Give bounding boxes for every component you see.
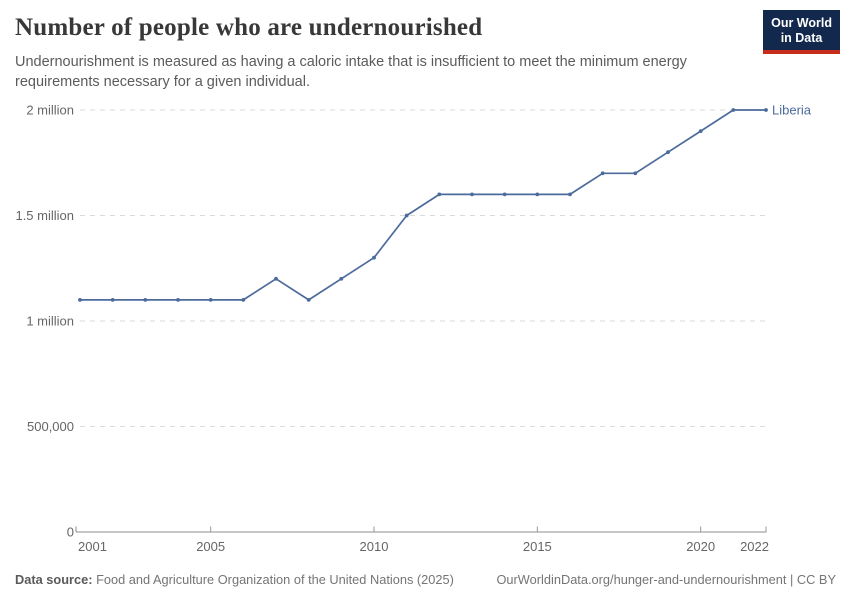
- x-axis-label: 2022: [740, 539, 769, 554]
- data-point[interactable]: [698, 129, 703, 134]
- series-label-liberia[interactable]: Liberia: [772, 103, 812, 118]
- owid-logo-line1: Our World: [771, 16, 832, 30]
- axis-layer: 0 500,000 1 million 1.5 million 2 million 200…: [15, 103, 769, 555]
- data-point[interactable]: [731, 108, 736, 112]
- data-point[interactable]: [208, 298, 213, 302]
- data-point[interactable]: [274, 276, 278, 281]
- series-layer: Liberia: [78, 103, 812, 302]
- grid-layer: [80, 109, 766, 427]
- x-axis-label: 2020: [686, 539, 715, 554]
- data-point[interactable]: [404, 213, 409, 218]
- data-point[interactable]: [535, 192, 540, 197]
- data-point[interactable]: [372, 255, 376, 260]
- data-point[interactable]: [600, 171, 605, 176]
- data-point[interactable]: [306, 298, 311, 302]
- data-source-text: Food and Agriculture Organization of the…: [92, 572, 454, 587]
- data-point[interactable]: [666, 150, 670, 155]
- data-point[interactable]: [143, 298, 148, 302]
- data-point[interactable]: [176, 298, 180, 302]
- y-axis-label: 0: [67, 525, 74, 540]
- x-axis-label: 2005: [196, 539, 225, 554]
- data-source-note: Data source: Food and Agriculture Organi…: [15, 572, 454, 587]
- x-axis-label: 2015: [523, 539, 552, 554]
- y-axis-label: 1 million: [26, 314, 74, 329]
- y-axis-label: 500,000: [27, 419, 74, 434]
- data-source-label: Data source:: [15, 572, 93, 587]
- y-axis-label: 1.5 million: [15, 208, 74, 223]
- data-line-liberia[interactable]: [79, 109, 767, 301]
- data-point[interactable]: [110, 298, 115, 302]
- y-axis-label: 2 million: [26, 103, 74, 118]
- x-axis-label: 2010: [360, 539, 389, 554]
- owid-logo-line2: in Data: [780, 31, 823, 45]
- chart-subtitle: Undernourishment is measured as having a…: [15, 54, 687, 90]
- data-point[interactable]: [502, 192, 507, 197]
- data-point[interactable]: [241, 298, 246, 302]
- owid-logo[interactable]: Our World in Data: [763, 10, 840, 54]
- data-point[interactable]: [568, 192, 572, 197]
- data-point[interactable]: [78, 298, 82, 302]
- license-link[interactable]: OurWorldinData.org/hunger-and-undernouri…: [496, 572, 836, 587]
- x-axis-label: 2001: [78, 539, 107, 554]
- data-point[interactable]: [633, 171, 638, 176]
- data-point[interactable]: [470, 192, 474, 197]
- chart-footer: Data source: Food and Agriculture Organi…: [15, 572, 836, 587]
- data-point[interactable]: [437, 192, 442, 197]
- data-point[interactable]: [339, 276, 344, 281]
- data-point[interactable]: [764, 108, 768, 112]
- page-title: Number of people who are undernourished: [15, 14, 483, 41]
